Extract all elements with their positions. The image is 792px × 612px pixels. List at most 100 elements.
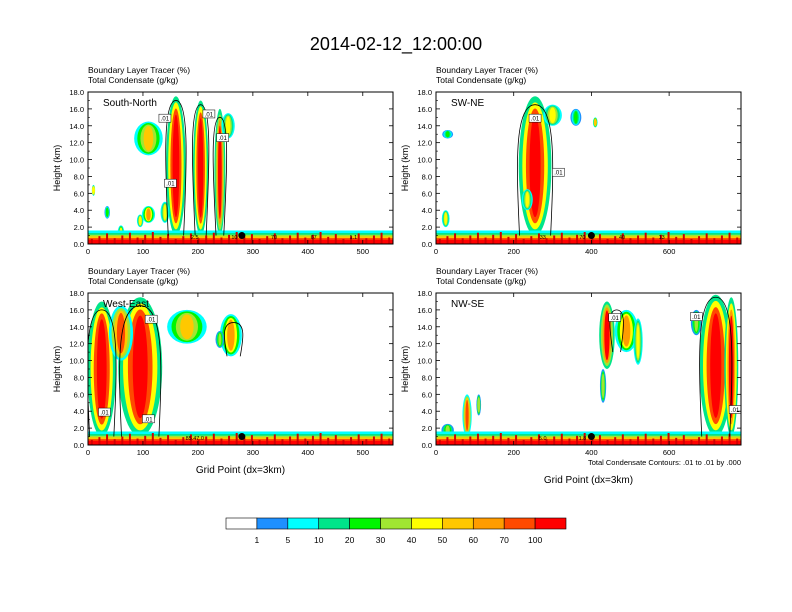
panel-4: Boundary Layer Tracer (%)Total Condensat… bbox=[400, 266, 742, 486]
ground-spike bbox=[652, 438, 655, 445]
field-label: Boundary Layer Tracer (%) bbox=[436, 65, 538, 75]
ground-spike bbox=[507, 437, 510, 445]
y-tick-label: 18.0 bbox=[69, 289, 84, 298]
contour-label-box bbox=[158, 113, 172, 123]
colorbar-swatch bbox=[472, 517, 505, 530]
plume-layer bbox=[445, 131, 450, 138]
ground-spike bbox=[560, 232, 563, 244]
plot-background bbox=[436, 92, 741, 244]
ground-contour-label: 67 bbox=[311, 235, 317, 241]
ground-spike bbox=[189, 233, 192, 244]
x-tick-label: 400 bbox=[585, 247, 598, 256]
colorbar-label: 5 bbox=[285, 535, 290, 545]
tracer-plume bbox=[167, 309, 207, 344]
ground-spike bbox=[266, 236, 269, 244]
tracer-plume bbox=[88, 301, 117, 437]
ground-spike bbox=[205, 235, 208, 244]
ground-spike bbox=[380, 232, 383, 244]
colorbar-swatch bbox=[411, 517, 443, 530]
ground-spike bbox=[228, 435, 231, 445]
plume-layer bbox=[116, 312, 126, 354]
ground-spike bbox=[621, 233, 624, 244]
ground-spike bbox=[205, 436, 208, 445]
ground-spike bbox=[446, 236, 449, 244]
y-tick-label: 10.0 bbox=[417, 357, 432, 366]
ground-contour-label: 10 bbox=[231, 235, 237, 241]
ground-spike bbox=[545, 439, 548, 445]
tracer-plume bbox=[633, 318, 643, 365]
ground-spike bbox=[273, 434, 276, 445]
plume-layer bbox=[143, 126, 154, 151]
condensate-contour bbox=[192, 104, 210, 236]
ground-spike bbox=[388, 438, 391, 445]
ground-spike bbox=[174, 439, 177, 445]
plot-background bbox=[88, 92, 393, 244]
ground-spike bbox=[243, 437, 246, 445]
y-tick-label: 4.0 bbox=[74, 407, 84, 416]
ground-spike bbox=[621, 434, 624, 445]
ground-spike bbox=[667, 433, 670, 445]
tracer-plume bbox=[141, 206, 156, 223]
contour-label-box bbox=[98, 407, 111, 417]
y-tick-label: 4.0 bbox=[74, 206, 84, 215]
ground-spike bbox=[507, 236, 510, 244]
ground-spike bbox=[499, 232, 502, 244]
x-tick-label: 600 bbox=[663, 448, 676, 457]
ground-spike bbox=[212, 433, 215, 445]
ground-spike bbox=[98, 437, 101, 445]
ground-spike bbox=[659, 435, 662, 445]
ground-spike bbox=[289, 235, 292, 244]
panel-1: Boundary Layer Tracer (%)Total Condensat… bbox=[52, 65, 394, 256]
y-tick-label: 2.0 bbox=[422, 424, 432, 433]
plume-layer bbox=[636, 324, 640, 359]
colorbar-swatch bbox=[442, 517, 474, 530]
ground-spike bbox=[350, 437, 353, 445]
ground-spike bbox=[537, 434, 540, 445]
ground-spike bbox=[136, 237, 139, 244]
ground-spike bbox=[484, 438, 487, 445]
y-tick-label: 0.0 bbox=[74, 441, 84, 450]
y-tick-label: 16.0 bbox=[69, 306, 84, 315]
ground-spike bbox=[736, 438, 739, 445]
y-tick-label: 0.0 bbox=[74, 240, 84, 249]
colorbar-swatch bbox=[380, 517, 412, 530]
ground-spike bbox=[334, 435, 337, 445]
colorbar-label: 1 bbox=[255, 535, 260, 545]
ground-spike bbox=[438, 238, 441, 244]
colorbar-swatch bbox=[225, 517, 258, 530]
field-label: Boundary Layer Tracer (%) bbox=[88, 266, 190, 276]
ground-spikes bbox=[90, 232, 391, 244]
ground-band bbox=[88, 239, 393, 244]
y-tick-label: 12.0 bbox=[69, 139, 84, 148]
ground-spike bbox=[469, 436, 472, 445]
plume-layer bbox=[225, 116, 231, 136]
ground-spike bbox=[342, 238, 345, 244]
y-tick-label: 10.0 bbox=[69, 156, 84, 165]
y-tick-label: 8.0 bbox=[422, 172, 432, 181]
ground-spike bbox=[357, 233, 360, 244]
ground-spike bbox=[446, 437, 449, 445]
x-tick-label: 200 bbox=[507, 448, 520, 457]
contour-label: .01 bbox=[731, 408, 740, 414]
ground-spike bbox=[652, 237, 655, 244]
colorbar-label: 60 bbox=[469, 535, 479, 545]
location-marker bbox=[587, 232, 595, 240]
ground-spike bbox=[182, 236, 185, 244]
ground-spikes bbox=[90, 433, 391, 445]
ground-spike bbox=[296, 433, 299, 445]
y-tick-label: 12.0 bbox=[417, 340, 432, 349]
panels: Boundary Layer Tracer (%)Total Condensat… bbox=[52, 65, 742, 486]
colorbar-swatch bbox=[349, 517, 381, 530]
ground-spike bbox=[606, 439, 609, 445]
colorbar-swatch bbox=[256, 517, 289, 530]
ground-spike bbox=[106, 434, 109, 445]
colorbar-label: 10 bbox=[314, 535, 324, 545]
ground-spike bbox=[644, 433, 647, 445]
x-axis-label: Grid Point (dx=3km) bbox=[544, 475, 633, 486]
ground-spike bbox=[281, 238, 284, 244]
plume-layer bbox=[710, 313, 722, 418]
ground-spike bbox=[690, 439, 693, 445]
tracer-plume bbox=[215, 331, 225, 348]
x-tick-label: 400 bbox=[302, 247, 315, 256]
condensate-contour bbox=[517, 104, 554, 236]
